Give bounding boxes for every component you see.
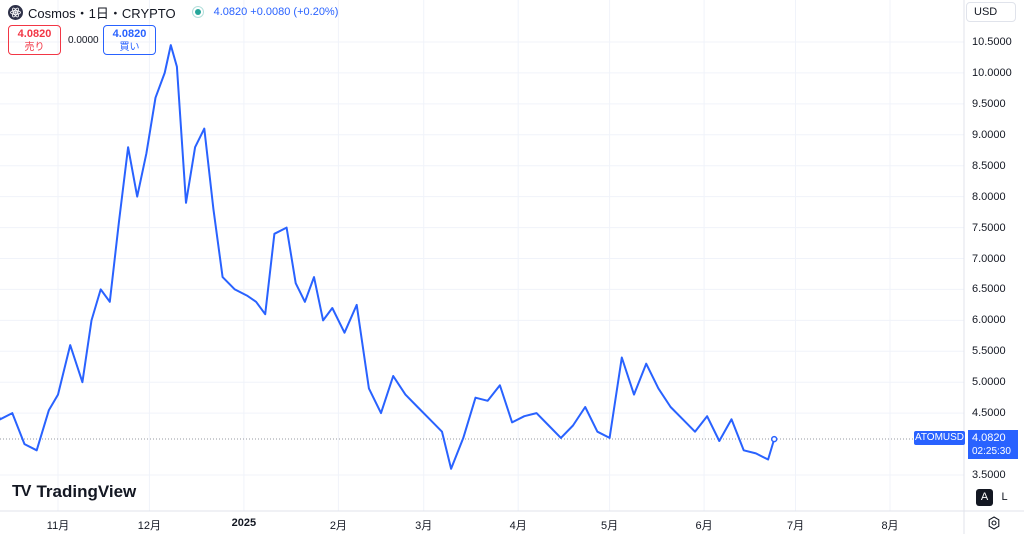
price-tick-label: 6.0000: [972, 314, 1006, 327]
sell-price: 4.0820: [17, 28, 52, 40]
tradingview-logo-icon: TV: [12, 483, 31, 500]
time-tick-label: 2月: [329, 520, 347, 532]
sell-button[interactable]: 4.0820 売り: [8, 25, 61, 55]
last-price-value: 4.0820: [972, 432, 1006, 444]
time-tick-label: 7月: [786, 520, 805, 532]
log-scale-button[interactable]: L: [1001, 491, 1008, 503]
price-tick-label: 5.0000: [972, 376, 1006, 389]
price-tick-label: 8.5000: [972, 159, 1006, 172]
time-tick-label: 12月: [137, 520, 162, 532]
tradingview-logo[interactable]: TV TradingView: [12, 482, 136, 502]
price-tick-label: 10.0000: [972, 66, 1012, 79]
spread-value: 0.0000: [68, 35, 99, 46]
currency-selector[interactable]: USD: [966, 2, 1016, 22]
sell-label: 売り: [24, 42, 45, 53]
chart-grid: [0, 0, 964, 511]
last-price-dot: [770, 435, 778, 443]
settings-gear-icon[interactable]: [987, 516, 1001, 530]
tradingview-logo-text: TradingView: [36, 482, 137, 501]
price-series-line: [0, 44, 776, 470]
buy-price: 4.0820: [112, 28, 147, 40]
price-tick-label: 6.5000: [972, 283, 1006, 296]
price-tick-label: 9.5000: [972, 97, 1006, 110]
price-tick-label: 5.5000: [972, 345, 1006, 358]
time-tick-label: 2025: [231, 517, 257, 529]
time-tick-label: 11月: [46, 520, 70, 532]
price-tick-label: 9.0000: [972, 128, 1006, 141]
symbol-tag: ATOMUSD: [914, 431, 965, 445]
time-tick-label: 6月: [695, 520, 713, 532]
auto-scale-button[interactable]: A: [976, 489, 993, 506]
price-tick-label: 10.5000: [972, 36, 1012, 48]
price-tick-label: 8.0000: [972, 190, 1006, 203]
price-tick-label: 3.5000: [972, 469, 1006, 481]
price-tick-label: 7.5000: [972, 221, 1006, 234]
price-tick-label: 4.5000: [972, 407, 1006, 420]
time-tick-label: 8月: [881, 520, 899, 532]
time-tick-label: 3月: [415, 520, 433, 532]
chart-header: Cosmos・1日・CRYPTO 4.0820 +0.0080 (+0.20%): [8, 3, 338, 21]
time-tick-label: 4月: [509, 520, 527, 532]
last-price-label: 4.0820 02:25:30: [968, 430, 1018, 459]
price-change: 4.0820 +0.0080 (+0.20%): [213, 6, 339, 18]
series-layer: [0, 44, 778, 470]
buy-button[interactable]: 4.0820 買い: [103, 25, 156, 55]
cosmos-atom-icon: [8, 4, 23, 20]
buy-label: 買い: [119, 42, 140, 53]
price-tick-label: 7.0000: [972, 252, 1006, 265]
bar-countdown: 02:25:30: [972, 446, 1011, 457]
time-tick-label: 5月: [601, 520, 619, 532]
market-status-icon: [191, 6, 204, 18]
symbol-title[interactable]: Cosmos・1日・CRYPTO: [28, 5, 176, 21]
